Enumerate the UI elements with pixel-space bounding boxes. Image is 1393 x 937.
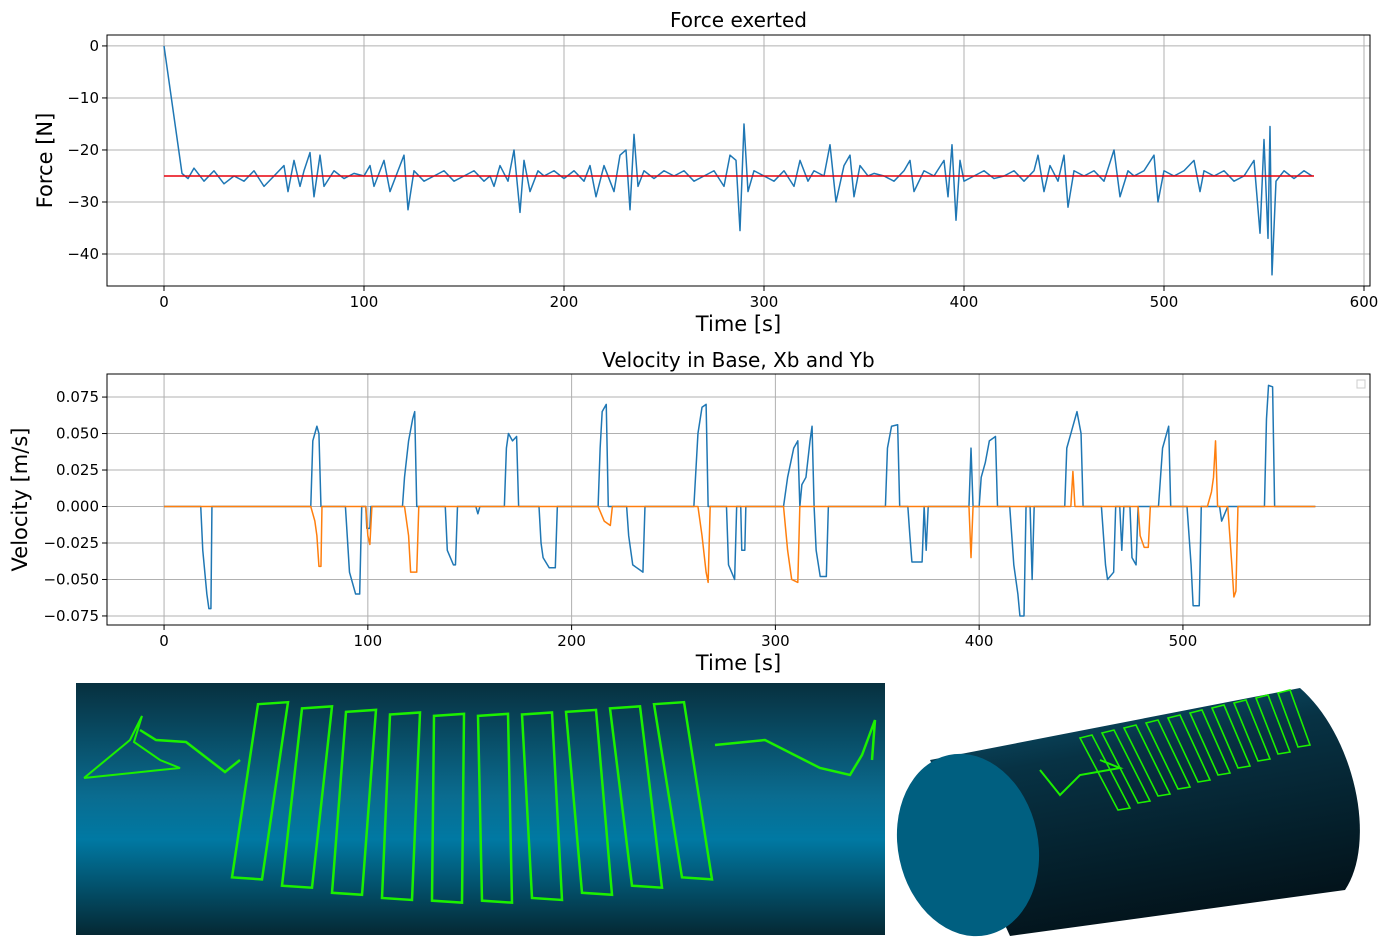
x-tick-label: 500 [1150,293,1179,311]
x-tick-label: 200 [550,293,579,311]
y-tick-label: −0.075 [43,607,99,625]
x-axis-label: Time [s] [695,651,781,675]
pipe-render-3d [880,688,1359,937]
y-tick-label: −30 [67,193,99,211]
y-tick-label: 0 [89,37,99,55]
x-tick-label: 400 [965,632,994,650]
page: {"chart_data": [ {"type": "line", "title… [0,0,1393,937]
figure: 0 100 200 300 400 500 600 −40 −30 −20 −10 0 Force ex… [0,0,1393,937]
y-tick-label: 0.075 [56,388,99,406]
plot-frame [107,374,1370,625]
y-tick-label: −10 [67,89,99,107]
x-tick-label: 200 [557,632,586,650]
x-tick-label: 300 [750,293,779,311]
y-tick-label: −40 [67,245,99,263]
x-tick-label: 500 [1169,632,1198,650]
y-tick-label: −20 [67,141,99,159]
y-tick-label: −0.025 [43,534,99,552]
chart-title: Force exerted [670,8,807,32]
y-tick-label: 0.000 [56,498,99,516]
data-line [164,441,1315,597]
data-line [164,385,1315,616]
x-tick-label: 100 [354,632,383,650]
x-tick-label: 600 [1350,293,1379,311]
x-tick-label: 300 [761,632,790,650]
x-tick-label: 0 [159,293,169,311]
pipe-render-flat [76,683,885,935]
plot-frame [107,35,1370,286]
x-tick-label: 0 [159,632,169,650]
y-axis-label: Velocity [m/s] [8,428,32,572]
chart-title: Velocity in Base, Xb and Yb [602,348,874,372]
y-axis-label: Force [N] [33,113,57,209]
y-tick-label: −0.050 [43,570,99,588]
data-line [164,46,1312,275]
x-axis-label: Time [s] [695,312,781,336]
y-tick-label: 0.025 [56,461,99,479]
x-tick-label: 400 [950,293,979,311]
legend-box [1357,380,1365,388]
y-tick-label: 0.050 [56,425,99,443]
x-tick-label: 100 [350,293,379,311]
